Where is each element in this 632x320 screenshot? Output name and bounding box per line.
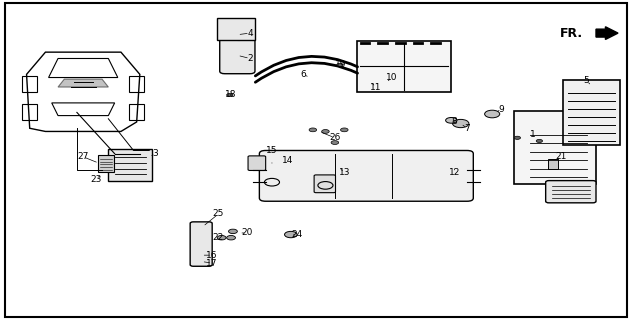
- Circle shape: [341, 128, 348, 132]
- Text: 1: 1: [530, 130, 536, 139]
- Text: 7: 7: [464, 124, 470, 133]
- Text: 26: 26: [329, 133, 341, 142]
- FancyBboxPatch shape: [357, 41, 451, 92]
- FancyBboxPatch shape: [514, 111, 596, 184]
- Text: 12: 12: [449, 168, 460, 177]
- Text: 5: 5: [584, 76, 590, 85]
- Circle shape: [227, 236, 236, 240]
- Text: 14: 14: [282, 156, 293, 164]
- FancyBboxPatch shape: [190, 222, 212, 266]
- Circle shape: [309, 128, 317, 132]
- FancyBboxPatch shape: [248, 156, 265, 171]
- Text: 3: 3: [153, 149, 159, 158]
- Text: 24: 24: [291, 230, 303, 239]
- Circle shape: [322, 130, 329, 133]
- Circle shape: [284, 231, 297, 238]
- FancyBboxPatch shape: [314, 175, 336, 193]
- Text: 27: 27: [78, 152, 89, 161]
- FancyBboxPatch shape: [259, 150, 473, 201]
- FancyBboxPatch shape: [562, 80, 620, 145]
- Text: 18: 18: [225, 91, 237, 100]
- FancyArrowPatch shape: [255, 56, 358, 76]
- Text: 23: 23: [90, 174, 102, 184]
- FancyArrowPatch shape: [239, 26, 241, 37]
- Text: 8: 8: [451, 117, 458, 126]
- Text: 13: 13: [339, 168, 350, 177]
- FancyArrowPatch shape: [255, 63, 358, 82]
- Text: 17: 17: [207, 259, 218, 268]
- FancyBboxPatch shape: [4, 3, 628, 317]
- Text: 19: 19: [336, 60, 347, 69]
- Text: 11: 11: [370, 83, 382, 92]
- Circle shape: [536, 140, 542, 142]
- Text: 6: 6: [301, 70, 307, 79]
- FancyBboxPatch shape: [108, 149, 152, 180]
- Text: 22: 22: [213, 233, 224, 242]
- FancyBboxPatch shape: [545, 180, 596, 203]
- FancyBboxPatch shape: [98, 155, 114, 172]
- Circle shape: [227, 93, 233, 97]
- Circle shape: [514, 136, 521, 140]
- Polygon shape: [58, 79, 108, 87]
- Text: 20: 20: [241, 228, 252, 237]
- FancyArrow shape: [596, 27, 618, 39]
- Circle shape: [485, 110, 500, 118]
- Text: 9: 9: [499, 105, 504, 114]
- Circle shape: [331, 141, 339, 144]
- Circle shape: [446, 117, 457, 123]
- Text: 21: 21: [556, 152, 567, 161]
- FancyBboxPatch shape: [547, 159, 557, 169]
- Circle shape: [337, 63, 343, 67]
- Text: 15: 15: [266, 146, 277, 155]
- Circle shape: [229, 229, 238, 234]
- Text: 2: 2: [247, 54, 253, 63]
- Text: 25: 25: [213, 209, 224, 219]
- Circle shape: [453, 119, 469, 128]
- Text: FR.: FR.: [561, 27, 583, 40]
- FancyBboxPatch shape: [217, 18, 255, 40]
- FancyBboxPatch shape: [220, 37, 255, 74]
- Text: 10: 10: [386, 73, 398, 82]
- Text: 4: 4: [247, 28, 253, 38]
- Text: 16: 16: [207, 251, 218, 260]
- Circle shape: [217, 236, 226, 240]
- FancyArrowPatch shape: [239, 26, 241, 37]
